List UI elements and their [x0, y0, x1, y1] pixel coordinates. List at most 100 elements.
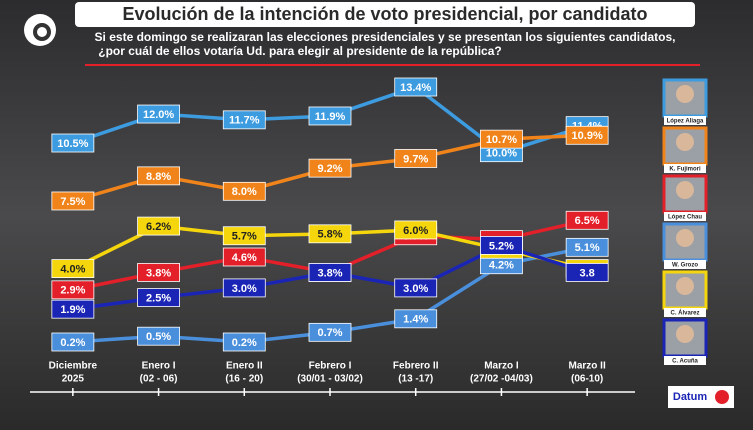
legend-face	[676, 181, 694, 199]
value-label: 10.7%	[486, 134, 517, 146]
value-box	[51, 332, 95, 352]
value-box	[308, 263, 352, 282]
value-box	[565, 263, 609, 282]
value-label: 0.5%	[146, 331, 171, 343]
value-box	[308, 322, 352, 342]
value-label: 3.8%	[317, 267, 342, 279]
value-label: 5.7%	[232, 231, 257, 243]
value-box	[394, 149, 438, 168]
legend-name-box	[664, 356, 706, 365]
x-tick-label: Enero II	[226, 361, 263, 372]
legend-name-box	[664, 260, 706, 269]
legend-label: López Aliaga	[667, 119, 704, 125]
value-label: 10.0%	[486, 148, 517, 160]
value-box	[565, 210, 609, 230]
value-label: 11.9%	[315, 111, 346, 123]
legend-name-box	[664, 212, 706, 221]
x-tick-sublabel: (13 -17)	[398, 374, 433, 385]
value-label: 5.8%	[317, 229, 342, 241]
x-tick-sublabel: (27/02 -04/03)	[470, 374, 533, 385]
x-tick-label: Marzo II	[569, 361, 606, 372]
value-label: 8.8%	[146, 171, 171, 183]
value-label: 3.8%	[146, 267, 171, 279]
value-box	[394, 77, 438, 97]
legend-label: K. Fujimori	[669, 167, 701, 173]
value-label: 6.2%	[146, 221, 171, 233]
value-box	[308, 158, 352, 178]
value-box	[308, 106, 352, 126]
subtitle: Si este domingo se realizaran las elecci…	[95, 30, 676, 44]
value-label: 3.0%	[232, 283, 257, 295]
x-tick-sublabel: (30/01 - 03/02)	[297, 374, 363, 385]
legend-face	[676, 85, 694, 103]
value-label: 9.2%	[317, 163, 342, 175]
value-box	[137, 288, 180, 307]
legend-name-box	[664, 308, 706, 317]
value-box	[222, 332, 266, 352]
value-box	[137, 166, 180, 186]
value-label: 6.0%	[403, 225, 428, 237]
x-tick-label: Marzo I	[484, 361, 519, 372]
x-tick-label: Febrero I	[309, 361, 352, 372]
value-box	[394, 309, 438, 329]
legend-label: C. Álvarez	[670, 310, 699, 317]
x-tick-sublabel: (02 - 06)	[140, 374, 178, 385]
value-label: 9.7%	[403, 153, 428, 165]
x-tick-sublabel: (16 - 20)	[225, 374, 263, 385]
value-box	[137, 326, 180, 346]
value-box	[222, 278, 266, 298]
value-label: 4.0%	[60, 263, 85, 275]
legend-label: W. Grozo	[672, 263, 698, 269]
legend-name-box	[664, 164, 706, 173]
legend-label: López Chau	[668, 215, 702, 221]
source: Datum	[673, 391, 707, 403]
value-box	[137, 263, 180, 282]
value-box	[308, 224, 352, 244]
value-label: 6.5%	[575, 215, 600, 227]
value-box	[51, 299, 95, 319]
chart-title: Evolución de la intención de voto presid…	[122, 4, 647, 24]
title-box	[75, 2, 695, 27]
value-label: 3.8	[579, 267, 594, 279]
value-label: 4.2%	[489, 260, 514, 272]
value-label: 5.1%	[575, 242, 600, 254]
legend-face	[676, 133, 694, 151]
legend-face	[676, 277, 694, 295]
x-tick-label: Enero I	[142, 361, 176, 372]
value-label: 11.7%	[229, 115, 260, 127]
logo	[24, 14, 56, 46]
value-box	[480, 129, 523, 149]
x-tick-label: Febrero II	[393, 361, 439, 372]
value-label: 5.2%	[489, 240, 514, 252]
x-tick-label: Diciembre	[49, 361, 98, 372]
value-box	[222, 226, 266, 246]
value-box	[394, 220, 438, 240]
source-icon	[715, 390, 729, 404]
x-tick-sublabel: 2025	[62, 374, 85, 385]
value-label: 0.2%	[232, 337, 257, 349]
value-box	[565, 125, 609, 145]
value-box	[480, 236, 523, 255]
value-label: 1.4%	[403, 314, 428, 326]
source-box	[668, 386, 734, 408]
value-box	[51, 191, 95, 211]
subtitle: ¿por cuál de ellos votaría Ud. para eleg…	[98, 44, 501, 58]
value-box	[51, 259, 95, 278]
value-box	[137, 104, 180, 124]
value-label: 1.9%	[60, 304, 85, 316]
value-label: 10.5%	[57, 138, 88, 150]
value-box	[137, 216, 180, 236]
value-box	[394, 278, 438, 298]
logo-mark	[33, 23, 51, 41]
x-tick-sublabel: (06-10)	[571, 374, 603, 385]
value-box	[51, 280, 95, 300]
value-label: 2.5%	[146, 292, 171, 304]
value-label: 10.9%	[572, 130, 603, 142]
value-label: 12.0%	[143, 109, 174, 121]
value-box	[222, 181, 266, 201]
legend-name-box	[664, 116, 706, 125]
value-label: 13.4%	[400, 82, 431, 94]
legend-label: C. Acuña	[672, 359, 698, 365]
